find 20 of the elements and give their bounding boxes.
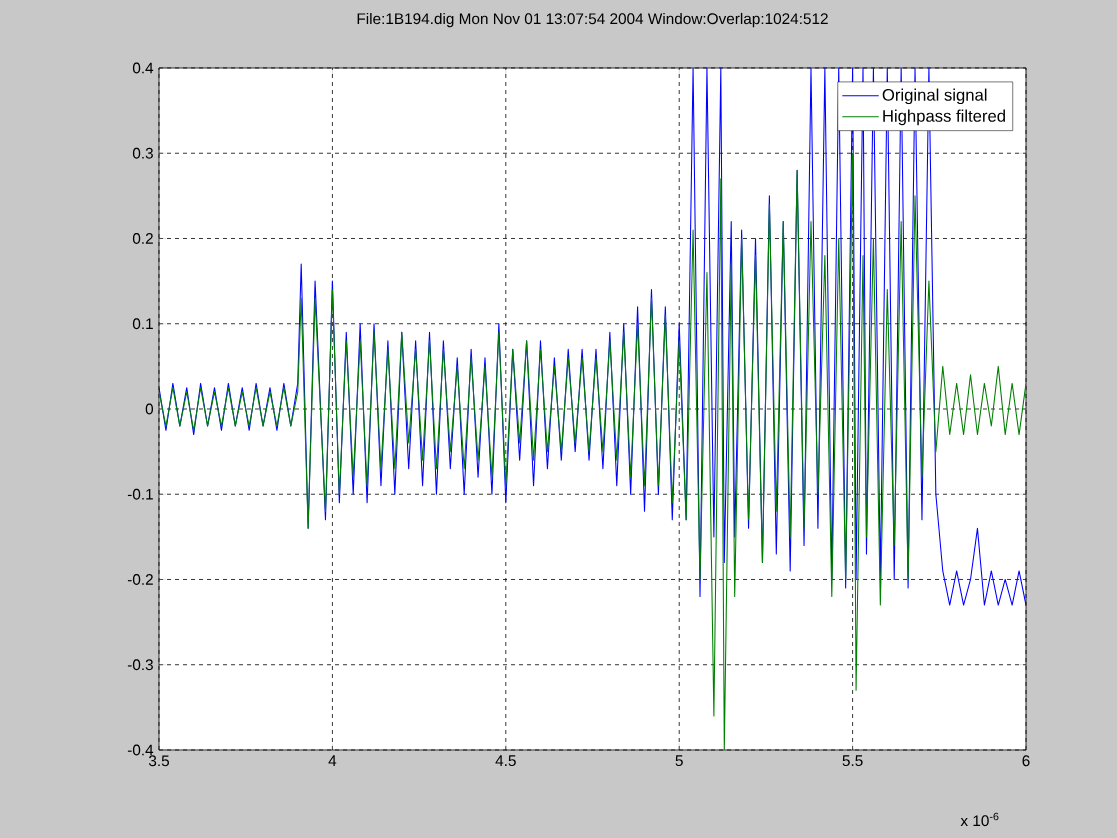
y-tick-label: -0.1: [127, 488, 153, 500]
y-tick-label: 0.4: [132, 62, 154, 74]
x-tick-label: 5: [675, 755, 683, 767]
y-tick-label: -0.3: [127, 659, 153, 671]
y-tick-label: 0.1: [132, 318, 153, 330]
y-tick-label: 0: [145, 403, 154, 415]
legend-label: Original signal: [882, 88, 987, 105]
x-tick-label: 5.5: [842, 755, 863, 767]
x-tick-label: 4: [328, 755, 337, 766]
x-tick-label: 6: [1022, 755, 1030, 767]
line-series: [159, 152, 1026, 750]
y-tick-label: 0.2: [132, 233, 153, 244]
y-tick-label: -0.4: [127, 744, 154, 756]
chart-title: File:1B194.dig Mon Nov 01 13:07:54 2004 Window:Overlap:1024:512: [357, 12, 828, 28]
y-tick-label: 0.3: [132, 147, 153, 159]
x-tick-label: 4.5: [495, 755, 516, 767]
text: x 10$^{-6}$: [960, 812, 999, 827]
legend-label: Highpass filtered: [883, 109, 1005, 126]
x-tick-label: 3.5: [148, 755, 170, 767]
y-tick-label: -0.2: [127, 574, 153, 585]
